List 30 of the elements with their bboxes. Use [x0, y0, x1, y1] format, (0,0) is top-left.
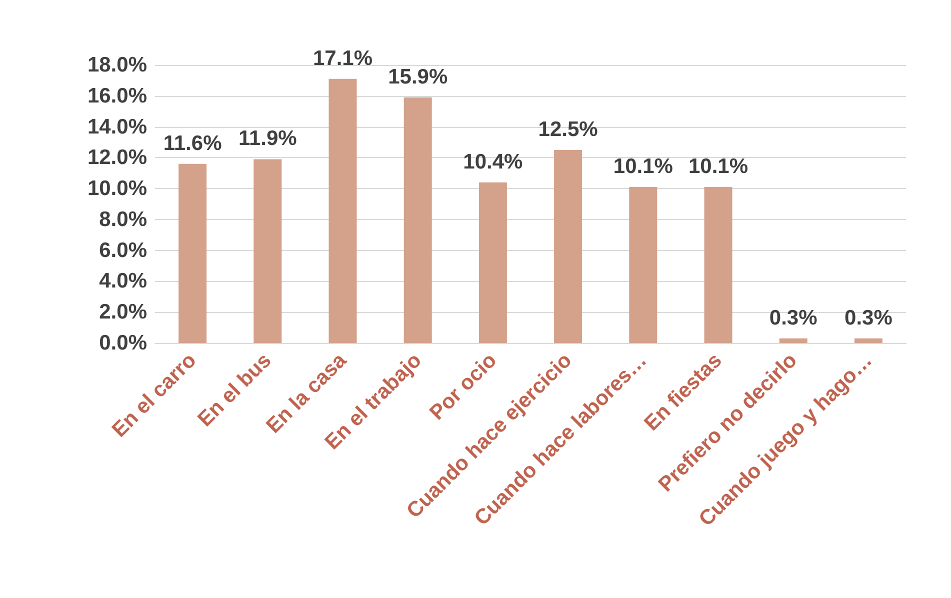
bar	[328, 78, 357, 343]
bar	[779, 338, 808, 343]
y-tick-label: 0.0%	[99, 332, 148, 354]
y-tick-label: 2.0%	[99, 300, 148, 324]
y-tick-label: 12.0%	[87, 146, 148, 170]
y-tick-label: 8.0%	[99, 208, 148, 231]
y-tick-label: 18.0%	[87, 54, 148, 76]
data-label: 0.3%	[844, 306, 893, 330]
bar	[404, 97, 432, 343]
bar	[854, 338, 882, 343]
y-tick-label: 10.0%	[87, 177, 148, 200]
y-tick-label: 4.0%	[99, 270, 148, 293]
y-tick-label: 6.0%	[99, 238, 148, 262]
y-tick-label: 16.0%	[87, 84, 148, 108]
bar	[554, 150, 582, 343]
bar	[178, 164, 207, 343]
data-label: 17.1%	[312, 46, 373, 70]
y-tick-label: 14.0%	[87, 115, 148, 138]
data-label: 15.9%	[388, 65, 448, 88]
data-label: 11.6%	[163, 132, 222, 155]
data-label: 10.1%	[688, 155, 748, 178]
data-label: 12.5%	[538, 118, 598, 141]
bar	[629, 187, 658, 343]
bar	[254, 159, 282, 343]
data-label: 10.1%	[613, 155, 674, 178]
bar	[704, 187, 732, 343]
data-label: 10.4%	[463, 150, 524, 174]
data-label: 0.3%	[769, 306, 818, 330]
data-label: 11.9%	[238, 127, 298, 150]
bar	[478, 182, 507, 343]
